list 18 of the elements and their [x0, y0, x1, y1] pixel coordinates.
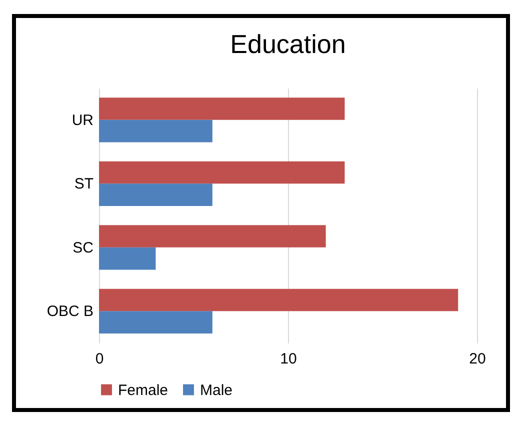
- legend-label: Female: [118, 382, 168, 399]
- bar: [99, 311, 212, 334]
- bar: [99, 98, 345, 120]
- y-tick-label: SC: [72, 239, 94, 256]
- x-tick-label: 0: [95, 350, 104, 368]
- bar: [99, 247, 156, 270]
- bar: [99, 288, 458, 312]
- chart-title: Education: [230, 29, 346, 59]
- y-tick-label: OBC B: [46, 303, 94, 320]
- bar: [99, 161, 345, 184]
- y-tick-label: UR: [72, 112, 94, 129]
- x-tick-label: 10: [280, 350, 297, 368]
- y-tick-label: ST: [74, 176, 94, 193]
- x-tick-label: 20: [469, 350, 486, 368]
- bar: [99, 225, 326, 248]
- legend-label: Male: [200, 382, 233, 399]
- bar: [99, 120, 212, 142]
- bar: [99, 184, 212, 206]
